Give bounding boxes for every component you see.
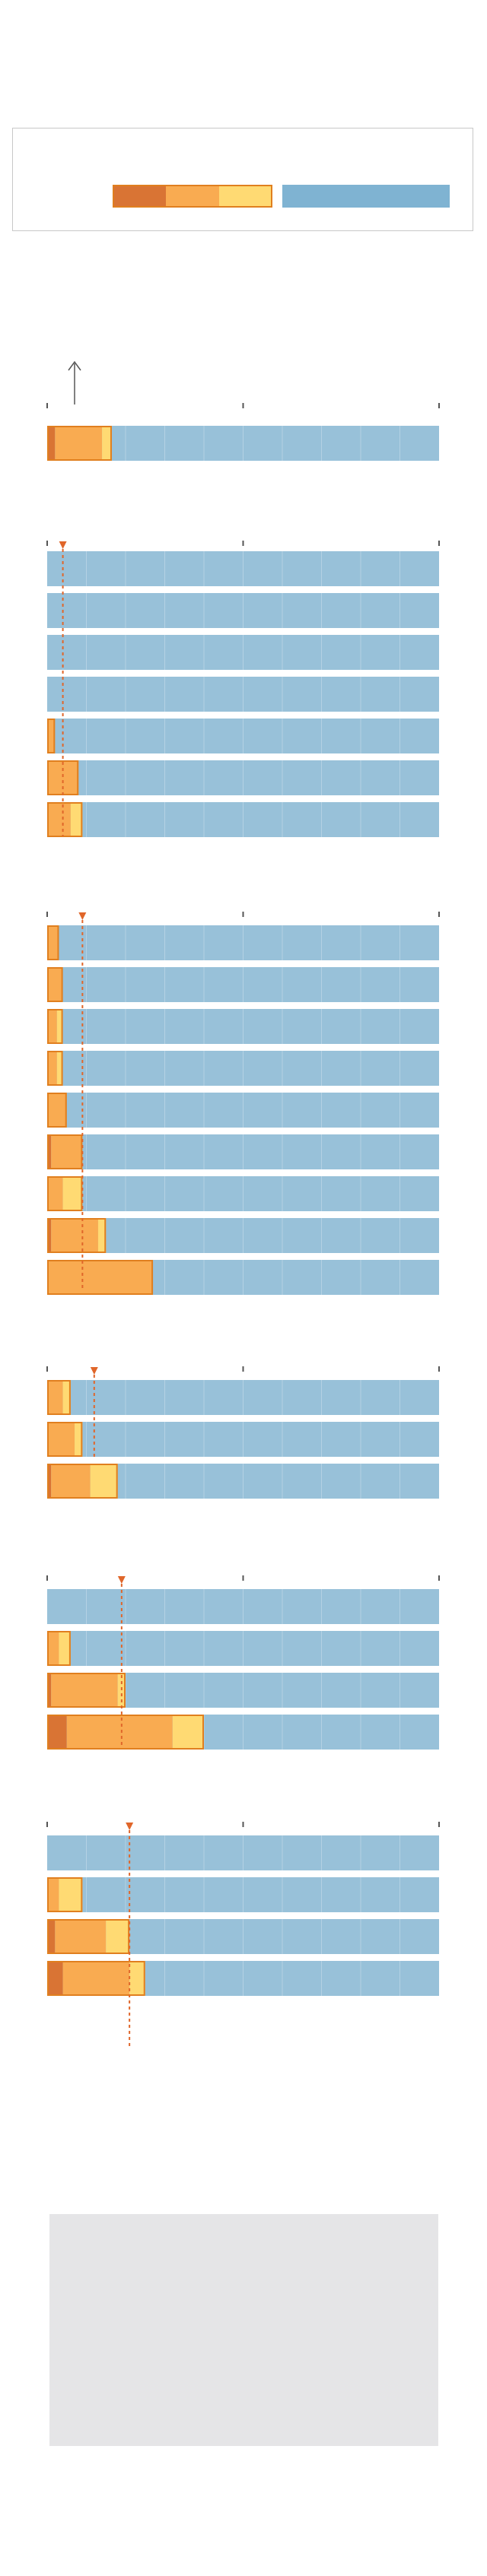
bar-seg-g5-r3-s1 xyxy=(62,1961,130,1996)
bar-outline-g1-r6 xyxy=(47,802,83,837)
bar-seg-g3-r0-s2 xyxy=(62,1380,71,1415)
bar-outline-g2-r0 xyxy=(47,925,59,960)
legend xyxy=(12,128,473,231)
up-arrow-head xyxy=(68,360,81,371)
bar-seg-g5-r1-s2 xyxy=(59,1877,83,1912)
bar-seg-g2-r3-s2 xyxy=(56,1051,63,1086)
bar-seg-g2-r7-s0 xyxy=(47,1218,52,1253)
bar-outline-g0-r0 xyxy=(47,426,112,461)
bar-seg-g0-r0-s1 xyxy=(55,426,103,461)
footer-panel xyxy=(49,2214,438,2446)
bar-outline-g4-r2 xyxy=(47,1673,126,1708)
bar-outline-g2-r1 xyxy=(47,967,63,1002)
bar-seg-g5-r2-s1 xyxy=(55,1919,107,1954)
bar-seg-g1-r4-s1 xyxy=(47,719,56,753)
bar-seg-g2-r7-s2 xyxy=(97,1218,107,1253)
bar-seg-g2-r8-s1 xyxy=(47,1260,154,1295)
bar-seg-g2-r7-s1 xyxy=(51,1218,98,1253)
bar-seg-g4-r1-s1 xyxy=(47,1631,59,1666)
bar-seg-g4-r2-s0 xyxy=(47,1673,52,1708)
bar-seg-g2-r5-s0 xyxy=(47,1134,52,1169)
bar-outline-g1-r4 xyxy=(47,719,56,753)
bar-outline-g3-r0 xyxy=(47,1380,71,1415)
bar-seg-g2-r0-s1 xyxy=(47,925,59,960)
bar-outline-g3-r2 xyxy=(47,1464,118,1499)
bar-seg-g4-r2-s1 xyxy=(51,1673,118,1708)
bar-outline-g2-r4 xyxy=(47,1093,67,1128)
bar-outline-g2-r7 xyxy=(47,1218,107,1253)
bar-seg-g2-r6-s2 xyxy=(62,1176,83,1211)
bar-seg-g2-r5-s1 xyxy=(51,1134,83,1169)
bar-outline-g2-r8 xyxy=(47,1260,154,1295)
marker-triangle-g1 xyxy=(59,541,67,549)
bar-seg-g2-r2-s2 xyxy=(56,1009,63,1044)
bar-seg-g5-r3-s0 xyxy=(47,1961,63,1996)
bar-seg-g5-r3-s2 xyxy=(129,1961,145,1996)
bar-outline-g4-r3 xyxy=(47,1715,204,1750)
bar-seg-g2-r6-s1 xyxy=(47,1176,63,1211)
bar-seg-g3-r1-s1 xyxy=(47,1422,75,1457)
bar-seg-g3-r2-s1 xyxy=(51,1464,91,1499)
bar-seg-g2-r4-s1 xyxy=(47,1093,67,1128)
bar-seg-g2-r2-s1 xyxy=(47,1009,57,1044)
bar-outline-g5-r3 xyxy=(47,1961,145,1996)
legend-swatch-tier3 xyxy=(219,185,272,208)
bar-seg-g3-r2-s2 xyxy=(90,1464,118,1499)
bar-outline-g2-r3 xyxy=(47,1051,63,1086)
bar-seg-g4-r1-s2 xyxy=(59,1631,71,1666)
bar-seg-g1-r6-s1 xyxy=(47,802,71,837)
bar-seg-g5-r2-s2 xyxy=(106,1919,130,1954)
bar-seg-g2-r1-s1 xyxy=(47,967,63,1002)
bar-seg-g5-r1-s1 xyxy=(47,1877,59,1912)
marker-triangle-g3 xyxy=(90,1367,98,1375)
bar-seg-g3-r1-s2 xyxy=(75,1422,83,1457)
bar-outline-g2-r2 xyxy=(47,1009,63,1044)
bar-seg-g4-r3-s0 xyxy=(47,1715,67,1750)
legend-swatch-tier2 xyxy=(166,185,219,208)
legend-swatch-rest xyxy=(282,185,450,208)
bar-seg-g1-r6-s2 xyxy=(70,802,83,837)
marker-triangle-g2 xyxy=(78,912,87,920)
bar-seg-g1-r5-s1 xyxy=(47,760,79,795)
legend-swatch-tier1 xyxy=(113,185,166,208)
bar-outline-g3-r1 xyxy=(47,1422,83,1457)
marker-triangle-g5 xyxy=(126,1823,134,1830)
bar-seg-g4-r3-s2 xyxy=(172,1715,204,1750)
bar-seg-g3-r0-s1 xyxy=(47,1380,63,1415)
marker-triangle-g4 xyxy=(117,1576,126,1584)
bar-seg-g5-r2-s0 xyxy=(47,1919,56,1954)
bar-outline-g4-r1 xyxy=(47,1631,71,1666)
bar-seg-g3-r2-s0 xyxy=(47,1464,52,1499)
bar-seg-g2-r3-s1 xyxy=(47,1051,57,1086)
bar-seg-g0-r0-s0 xyxy=(47,426,56,461)
bar-seg-g4-r3-s1 xyxy=(66,1715,173,1750)
bar-outline-g5-r1 xyxy=(47,1877,83,1912)
bar-seg-g0-r0-s2 xyxy=(102,426,112,461)
